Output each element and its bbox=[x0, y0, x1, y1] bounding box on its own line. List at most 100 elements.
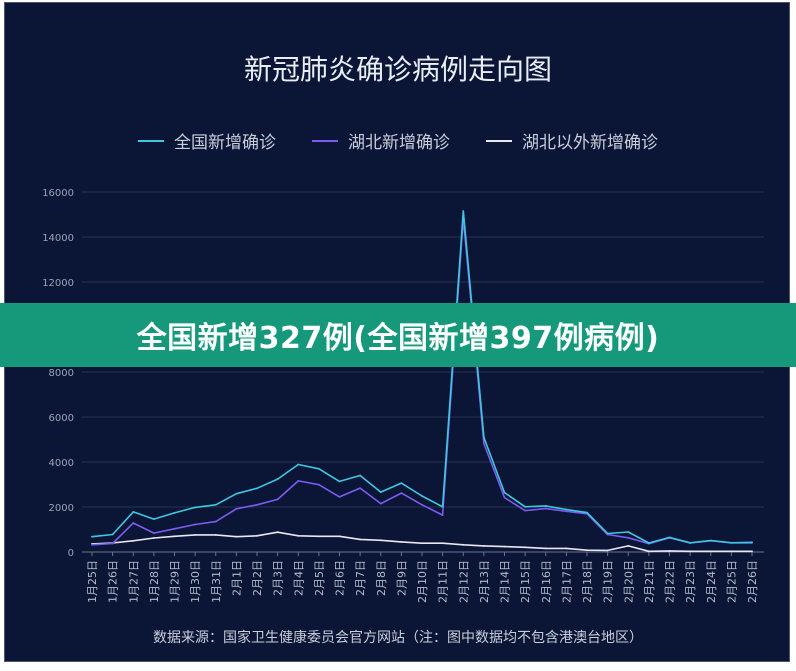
data-point-series-1 bbox=[173, 527, 176, 530]
data-point-series-0 bbox=[441, 505, 444, 508]
data-point-series-0 bbox=[462, 210, 465, 213]
legend-swatch-outside-hubei bbox=[486, 139, 512, 142]
data-point-series-1 bbox=[214, 520, 217, 523]
legend-label-national: 全国新增确诊 bbox=[174, 133, 276, 153]
data-point-series-1 bbox=[91, 543, 93, 546]
data-point-series-0 bbox=[297, 463, 300, 466]
data-point-series-2 bbox=[194, 534, 197, 536]
data-point-series-0 bbox=[276, 478, 279, 480]
data-point-series-0 bbox=[317, 467, 320, 470]
y-tick-label: 12000 bbox=[42, 278, 74, 289]
data-point-series-2 bbox=[586, 549, 588, 552]
data-point-series-2 bbox=[565, 547, 568, 550]
data-point-series-1 bbox=[441, 514, 444, 516]
data-point-series-2 bbox=[421, 542, 423, 545]
data-point-series-0 bbox=[91, 535, 93, 538]
x-tick-label: 2月22日 bbox=[664, 560, 677, 603]
data-point-series-1 bbox=[256, 503, 258, 506]
source-note: 数据来源：国家卫生健康委员会官方网站（注：图中数据均不包含港澳台地区） bbox=[153, 630, 643, 646]
data-point-series-2 bbox=[256, 534, 258, 537]
data-point-series-0 bbox=[421, 495, 423, 497]
data-point-series-2 bbox=[132, 539, 135, 542]
data-point-series-2 bbox=[359, 538, 362, 541]
data-point-series-1 bbox=[111, 542, 114, 545]
legend-swatch-hubei bbox=[312, 139, 338, 142]
data-point-series-0 bbox=[235, 492, 238, 495]
x-tick-label: 2月12日 bbox=[457, 560, 470, 603]
headline-text: 全国新增327例(全国新增397例病例) bbox=[136, 321, 660, 356]
data-point-series-1 bbox=[627, 536, 630, 539]
data-point-series-2 bbox=[379, 539, 382, 542]
data-point-series-0 bbox=[709, 539, 712, 542]
data-point-series-0 bbox=[751, 541, 753, 544]
data-point-series-1 bbox=[482, 442, 485, 445]
legend-swatch-national bbox=[138, 139, 164, 142]
data-point-series-2 bbox=[524, 546, 527, 549]
data-point-series-0 bbox=[524, 505, 527, 508]
x-tick-label: 1月27日 bbox=[127, 560, 140, 603]
y-tick-label: 4000 bbox=[49, 458, 74, 469]
x-tick-label: 2月24日 bbox=[705, 560, 718, 603]
data-point-series-2 bbox=[297, 534, 300, 537]
x-tick-label: 2月26日 bbox=[746, 560, 759, 603]
data-point-series-1 bbox=[132, 522, 135, 524]
data-point-series-1 bbox=[421, 503, 423, 506]
data-point-series-1 bbox=[297, 480, 300, 482]
x-tick-label: 2月17日 bbox=[560, 560, 573, 603]
legend-item-national[interactable]: 全国新增确诊 bbox=[138, 128, 276, 153]
data-point-series-2 bbox=[214, 534, 217, 536]
data-point-series-2 bbox=[317, 535, 320, 538]
data-point-series-2 bbox=[689, 550, 692, 553]
x-tick-label: 2月7日 bbox=[354, 560, 367, 596]
x-tick-label: 2月6日 bbox=[334, 560, 347, 596]
data-point-series-0 bbox=[400, 482, 403, 485]
data-point-series-1 bbox=[379, 502, 382, 505]
data-point-series-0 bbox=[627, 531, 630, 533]
data-point-series-0 bbox=[606, 532, 609, 535]
data-point-series-1 bbox=[317, 483, 320, 486]
data-point-series-0 bbox=[647, 542, 650, 544]
data-point-series-2 bbox=[647, 550, 650, 553]
x-tick-label: 1月28日 bbox=[148, 560, 161, 603]
x-tick-label: 2月15日 bbox=[519, 560, 532, 603]
y-tick-label: 6000 bbox=[49, 413, 74, 424]
data-point-series-2 bbox=[235, 535, 238, 538]
x-tick-label: 2月9日 bbox=[395, 560, 408, 596]
y-tick-label: 0 bbox=[68, 548, 74, 559]
data-point-series-0 bbox=[111, 533, 114, 536]
x-tick-label: 1月30日 bbox=[189, 560, 202, 603]
data-point-series-1 bbox=[152, 532, 155, 534]
data-point-series-0 bbox=[689, 541, 692, 544]
data-point-series-1 bbox=[276, 498, 279, 501]
data-point-series-0 bbox=[482, 436, 485, 439]
data-point-series-0 bbox=[132, 511, 135, 513]
x-tick-label: 2月25日 bbox=[725, 560, 738, 603]
data-point-series-2 bbox=[606, 549, 609, 552]
x-tick-label: 2月14日 bbox=[499, 560, 512, 603]
chart-title: 新冠肺炎确诊病例走向图 bbox=[243, 53, 552, 86]
data-point-series-0 bbox=[256, 487, 258, 490]
data-point-series-0 bbox=[730, 541, 733, 544]
data-point-series-2 bbox=[709, 550, 712, 553]
data-point-series-0 bbox=[214, 503, 217, 506]
data-point-series-0 bbox=[152, 518, 155, 521]
data-point-series-1 bbox=[338, 495, 341, 498]
data-point-series-2 bbox=[152, 537, 155, 539]
data-point-series-1 bbox=[400, 492, 403, 494]
legend-item-hubei[interactable]: 湖北新增确诊 bbox=[312, 128, 450, 153]
y-tick-label: 14000 bbox=[42, 233, 74, 244]
x-tick-label: 2月8日 bbox=[375, 560, 388, 596]
legend-label-outside-hubei: 湖北以外新增确诊 bbox=[522, 133, 658, 153]
x-tick-label: 2月11日 bbox=[437, 560, 450, 603]
data-point-series-0 bbox=[565, 508, 568, 511]
x-tick-label: 1月26日 bbox=[107, 560, 120, 603]
data-point-series-0 bbox=[194, 506, 197, 509]
data-point-series-1 bbox=[194, 523, 197, 526]
data-point-series-0 bbox=[173, 511, 176, 514]
x-tick-label: 2月13日 bbox=[478, 560, 491, 603]
legend-item-outside-hubei[interactable]: 湖北以外新增确诊 bbox=[486, 128, 658, 153]
x-tick-label: 2月5日 bbox=[313, 560, 326, 596]
data-point-series-2 bbox=[173, 535, 176, 538]
x-tick-label: 2月19日 bbox=[602, 560, 615, 603]
